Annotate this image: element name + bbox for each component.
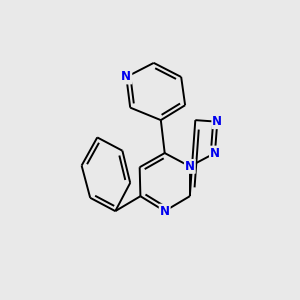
- Text: N: N: [160, 205, 170, 218]
- Text: N: N: [212, 115, 222, 128]
- Text: N: N: [121, 70, 131, 83]
- Text: N: N: [185, 160, 195, 173]
- Text: N: N: [210, 147, 220, 160]
